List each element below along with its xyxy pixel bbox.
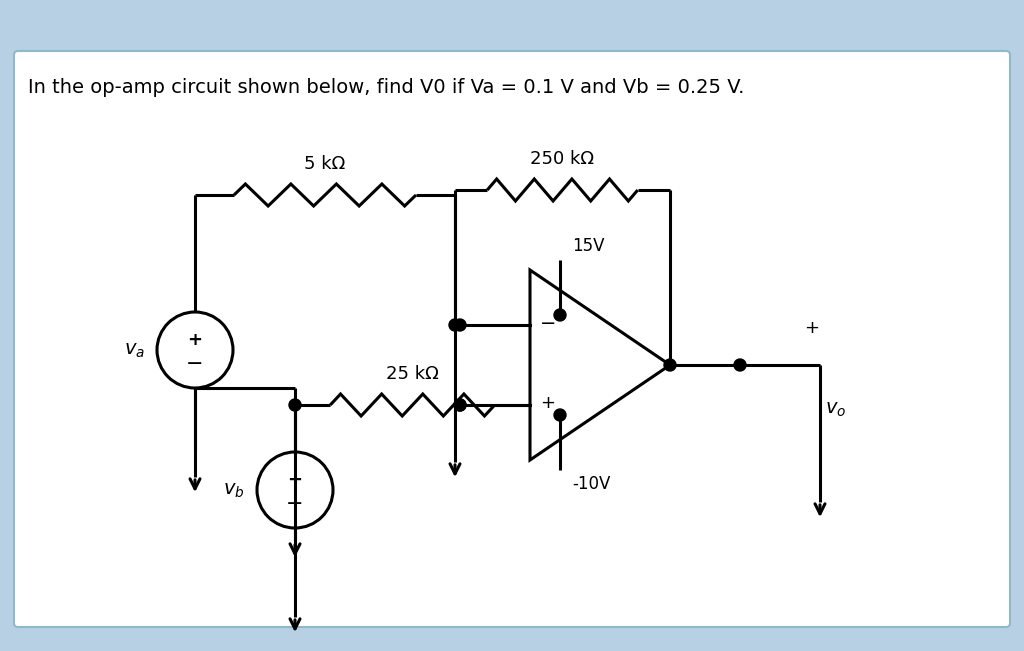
Text: In the op-amp circuit shown below, find V0 if Va = 0.1 V and Vb = 0.25 V.: In the op-amp circuit shown below, find … — [28, 78, 744, 97]
Circle shape — [554, 409, 566, 421]
Text: +: + — [805, 319, 819, 337]
FancyBboxPatch shape — [14, 51, 1010, 627]
Text: 250 kΩ: 250 kΩ — [530, 150, 595, 168]
Circle shape — [449, 319, 461, 331]
Circle shape — [289, 399, 301, 411]
Text: −: − — [186, 354, 204, 374]
Text: $v_b$: $v_b$ — [223, 480, 245, 499]
Text: $v_o$: $v_o$ — [825, 400, 846, 419]
Circle shape — [734, 359, 746, 371]
Circle shape — [664, 359, 676, 371]
Text: 15V: 15V — [572, 237, 604, 255]
Text: +: + — [288, 471, 302, 489]
Text: $v_a$: $v_a$ — [124, 340, 145, 359]
Text: 5 kΩ: 5 kΩ — [304, 155, 346, 173]
Text: +: + — [187, 331, 203, 349]
Text: −: − — [540, 314, 556, 333]
Text: 25 kΩ: 25 kΩ — [386, 365, 439, 383]
Circle shape — [454, 399, 466, 411]
Circle shape — [554, 309, 566, 321]
Text: −: − — [287, 494, 304, 514]
Circle shape — [454, 319, 466, 331]
Circle shape — [454, 399, 466, 411]
Text: -10V: -10V — [572, 475, 610, 493]
Text: +: + — [541, 394, 555, 412]
